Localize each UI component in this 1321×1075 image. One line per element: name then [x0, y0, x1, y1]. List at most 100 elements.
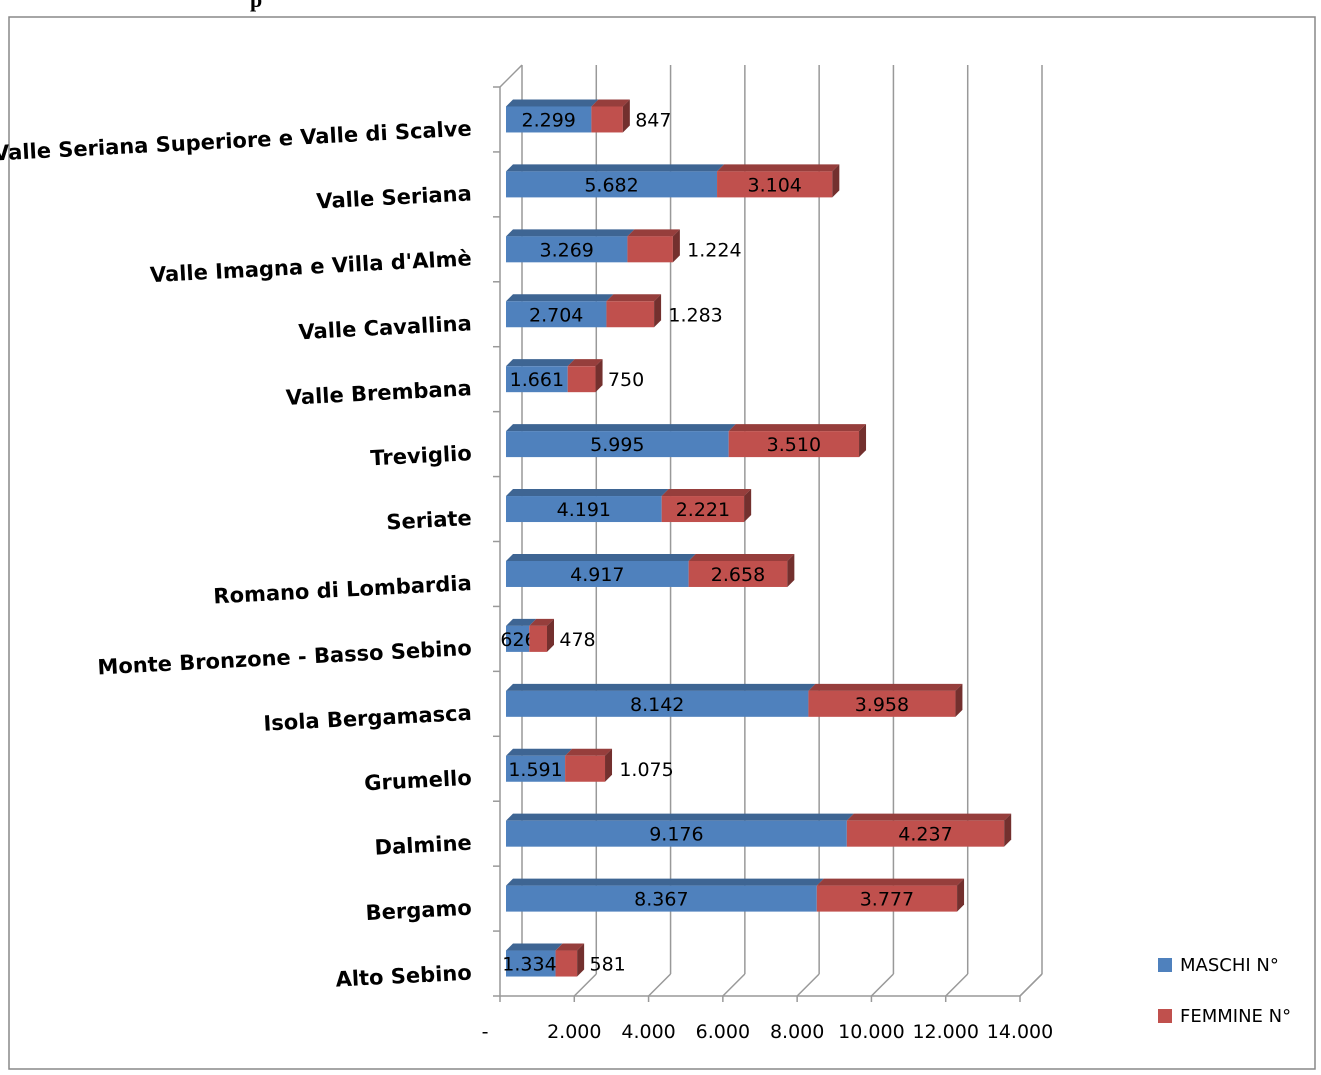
bars: 2.299 847 5.682 3.104 3.269 1.224 2.704 1.283 1.…: [500, 99, 1012, 977]
gridline-floor: [722, 973, 746, 997]
data-label: 2.299: [521, 109, 575, 131]
bar-top-maschi: [506, 683, 816, 691]
gridline-floor: [573, 973, 597, 997]
category-label: Dalmine: [374, 831, 472, 860]
bar-top-maschi: [506, 164, 725, 172]
gridline-floor: [796, 973, 820, 997]
left-wall-top: [499, 64, 523, 88]
x-tick-label: -: [482, 1021, 489, 1043]
bar-femmine: [661, 496, 745, 523]
bar-side: [672, 229, 680, 263]
data-label: 581: [589, 954, 625, 976]
bar-femmine: [728, 431, 860, 458]
bar-maschi: [506, 560, 689, 587]
data-label: 3.958: [855, 694, 909, 716]
bar-side: [595, 359, 603, 393]
gridline-floor: [945, 973, 969, 997]
bar-maschi: [506, 431, 729, 458]
data-label: 4.191: [557, 499, 611, 521]
bar-top-maschi: [506, 294, 614, 302]
data-label: 1.334: [502, 954, 556, 976]
data-label: 4.237: [898, 824, 952, 846]
bar-maschi: [506, 625, 530, 652]
bar-femmine: [688, 560, 788, 587]
bar-top-femmine: [567, 359, 603, 367]
x-tick-label: 10.000: [838, 1021, 904, 1043]
data-label: 4.917: [570, 564, 624, 586]
bar-top-femmine: [565, 748, 613, 756]
gridline-floor: [870, 973, 894, 997]
x-tick-label: 2.000: [547, 1021, 601, 1043]
data-label: 1.591: [508, 759, 562, 781]
x-tick-label: 6.000: [696, 1021, 750, 1043]
bar-top-femmine: [846, 813, 1012, 821]
gridline-floor: [1019, 973, 1043, 997]
x-tick-labels: - 2.000 4.000 6.000 8.000 10.000 12.000 14.000: [482, 1021, 1054, 1043]
bar-side: [547, 618, 555, 652]
legend-swatch-femmine: [1158, 1009, 1172, 1023]
bar-top-femmine: [728, 424, 867, 432]
category-label: Grumello: [364, 766, 473, 796]
legend: MASCHI N° FEMMINE N°: [1158, 955, 1291, 1027]
data-label: 5.995: [590, 434, 644, 456]
bar-maschi: [506, 106, 592, 133]
bar-side: [744, 489, 752, 523]
bar-maschi: [506, 885, 817, 912]
bar-side: [832, 164, 840, 198]
bar-maschi: [506, 690, 809, 717]
bar-top-maschi: [506, 553, 696, 561]
bar-top-femmine: [661, 489, 752, 497]
data-label: 2.658: [711, 564, 765, 586]
bar-top-maschi: [506, 878, 824, 886]
bar-side: [859, 424, 867, 458]
legend-label: MASCHI N°: [1180, 955, 1279, 976]
bar-top-maschi: [506, 813, 854, 821]
bar-maschi: [506, 366, 568, 393]
gridline-floor: [648, 973, 672, 997]
bar-femmine: [565, 755, 606, 782]
bar-maschi: [506, 755, 566, 782]
bar-femmine: [717, 171, 833, 198]
bar-femmine: [591, 106, 623, 133]
bar-top-maschi: [506, 618, 537, 626]
data-label: 9.176: [649, 824, 703, 846]
bar-maschi: [506, 236, 628, 263]
header-fragment: p: [250, 0, 262, 13]
x-tick-label: 4.000: [621, 1021, 675, 1043]
data-label: 3.510: [767, 434, 821, 456]
bar-top-maschi: [506, 943, 563, 951]
bar-femmine: [567, 366, 596, 393]
bar-top-femmine: [627, 229, 680, 237]
bar-top-femmine: [529, 618, 555, 626]
category-label: Bergamo: [365, 896, 472, 926]
bar-side: [622, 99, 630, 133]
bar-maschi: [506, 950, 556, 977]
data-label: 3.269: [540, 239, 594, 261]
data-label: 1.661: [510, 369, 564, 391]
bar-femmine: [606, 301, 655, 328]
x-tick-label: 8.000: [770, 1021, 824, 1043]
bar-femmine: [816, 885, 958, 912]
bar-maschi: [506, 820, 847, 847]
bar-side: [787, 553, 795, 587]
bar-top-maschi: [506, 424, 736, 432]
x-tick-label: 14.000: [987, 1021, 1053, 1043]
bar-top-maschi: [506, 99, 599, 107]
bar-maschi: [506, 301, 607, 328]
data-label: 626: [500, 629, 536, 651]
category-label: Treviglio: [370, 441, 472, 470]
data-label: 478: [559, 629, 595, 651]
bar-top-femmine: [555, 943, 585, 951]
category-label: Seriate: [386, 506, 473, 534]
bar-femmine: [846, 820, 1005, 847]
bar-side: [957, 878, 965, 912]
bar-top-maschi: [506, 489, 669, 497]
data-label: 1.283: [668, 304, 722, 326]
bar-top-maschi: [506, 359, 575, 367]
bar-top-femmine: [688, 553, 795, 561]
bar-femmine: [627, 236, 673, 263]
legend-swatch-maschi: [1158, 958, 1172, 972]
bar-top-femmine: [717, 164, 840, 172]
